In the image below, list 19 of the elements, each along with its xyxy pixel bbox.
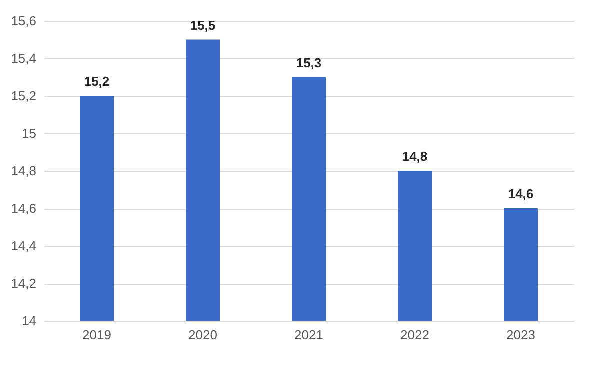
- x-tick-label: 2019: [82, 328, 112, 342]
- x-tick-label: 2023: [506, 328, 536, 342]
- y-tick-label: 14,8: [11, 164, 36, 178]
- data-label: 15,2: [84, 74, 110, 89]
- y-tick-label: 14,4: [11, 238, 36, 254]
- x-tick-label: 2020: [188, 328, 218, 342]
- y-tick-label: 15,4: [11, 51, 36, 66]
- y-tick-label: 15,2: [11, 88, 36, 104]
- data-label: 14,8: [402, 149, 428, 164]
- data-label: 14,6: [508, 186, 534, 202]
- y-tick-label: 14,6: [11, 201, 36, 216]
- y-tick-label: 14,2: [11, 276, 36, 291]
- y-tick-label: 15,6: [11, 14, 36, 28]
- x-tick-label: 2022: [400, 328, 430, 342]
- y-tick-label: 15: [22, 126, 36, 141]
- x-tick-label: 2021: [294, 328, 324, 342]
- y-tick-label: 14: [22, 314, 36, 328]
- data-label: 15,3: [296, 55, 322, 70]
- data-label: 15,5: [190, 18, 216, 33]
